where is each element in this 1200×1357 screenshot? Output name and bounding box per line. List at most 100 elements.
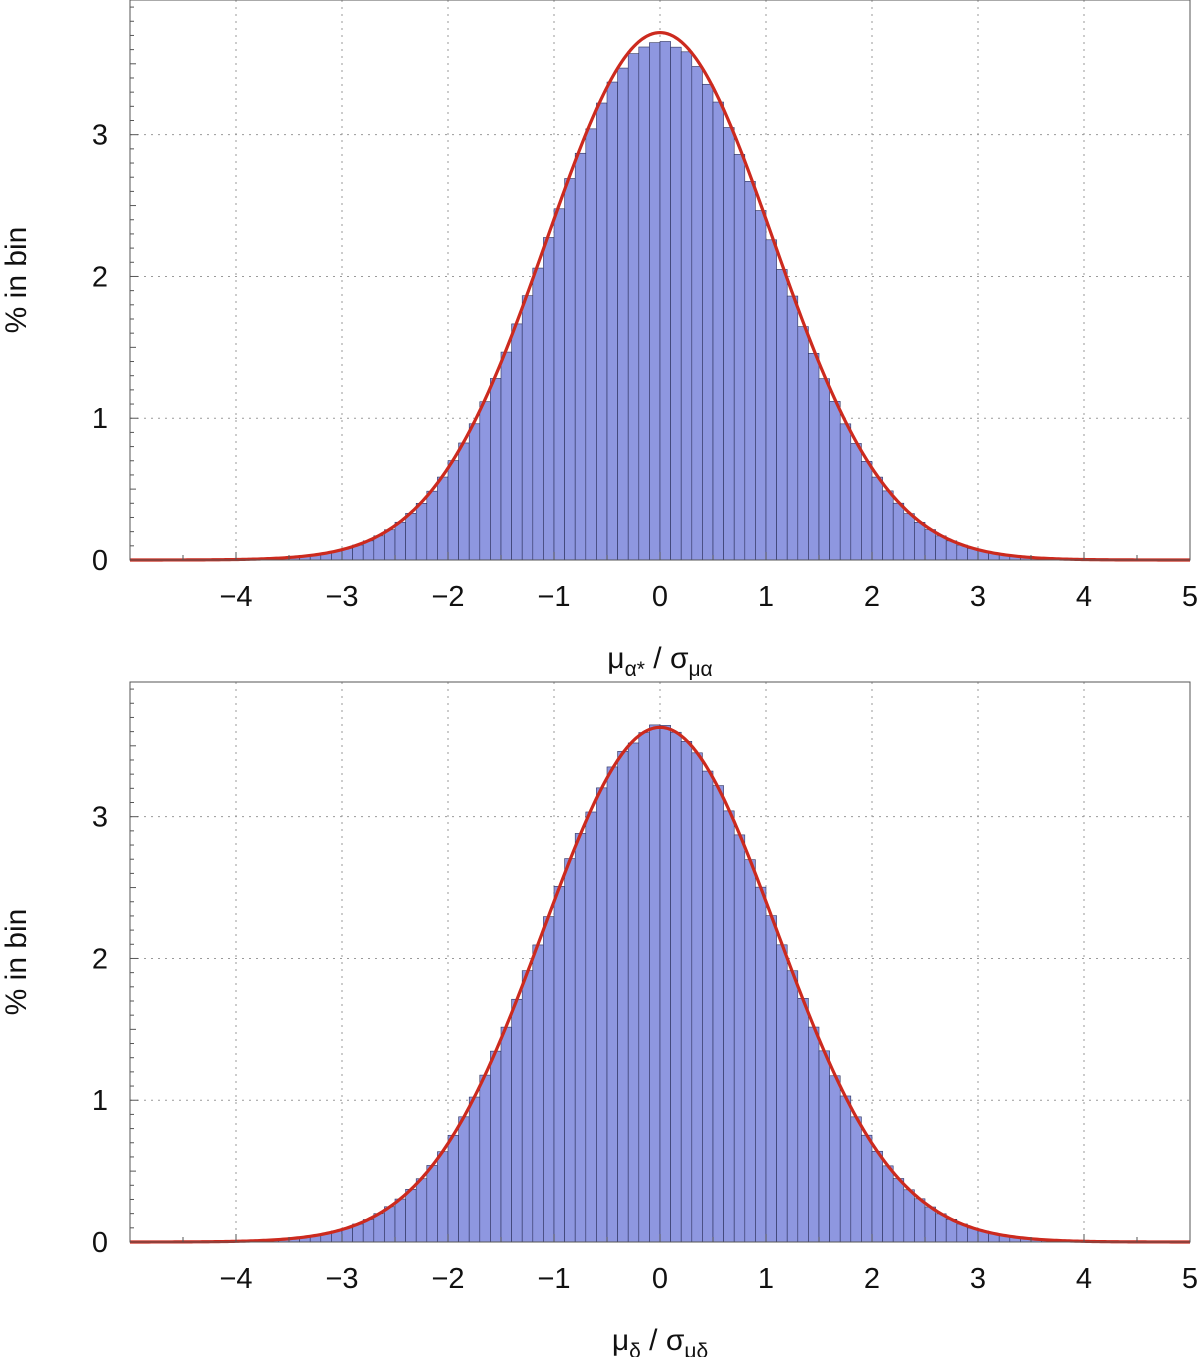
bottom-x-tick-label: 1 [758, 1263, 774, 1295]
top-hist-bar-67 [839, 423, 852, 561]
bottom-x-axis-label: μδ / σμδ [612, 1324, 708, 1357]
top-hist-bar-66 [829, 401, 841, 561]
bottom-y-tick-label: 1 [92, 1085, 108, 1117]
top-hist-bar-71 [882, 490, 894, 561]
bottom-y-tick-label: 0 [92, 1227, 108, 1259]
top-hist-bar-58 [744, 181, 756, 561]
top-axis-ticks [129, 6, 1191, 561]
top-hist-bar-29 [437, 476, 449, 561]
top-hist-bar-54 [702, 83, 714, 561]
bottom-y-tick-label: 2 [92, 943, 108, 975]
bottom-hist-bar-30 [447, 1134, 459, 1243]
top-hist-bar-43 [585, 128, 597, 561]
top-x-tick-label: 0 [652, 581, 668, 613]
top-hist-bar-37 [521, 295, 534, 561]
bottom-hist-bar-54 [702, 770, 714, 1243]
bottom-xlabel-separator: / [641, 1324, 666, 1357]
bottom-fit-curve-group [130, 725, 1190, 1244]
bottom-hist-bar-58 [744, 859, 756, 1243]
top-x-tick-label: 4 [1076, 581, 1092, 613]
top-hist-bar-31 [458, 442, 470, 561]
bottom-hist-bar-69 [861, 1134, 873, 1243]
bottom-hist-bar-70 [871, 1150, 883, 1243]
bottom-hist-bar-22 [362, 1219, 375, 1243]
bottom-hist-bar-52 [680, 741, 693, 1243]
top-hist-bar-69 [861, 461, 873, 561]
top-hist-bar-53 [691, 66, 703, 561]
bottom-x-tick-label: −4 [219, 1263, 252, 1295]
bottom-y-tick-labels: 0 1 2 3 [92, 802, 108, 1259]
bottom-hist-bar-62 [786, 970, 799, 1243]
bottom-xlabel-main-1: μ [612, 1324, 629, 1357]
bottom-hist-bar-36 [511, 998, 523, 1243]
top-fit-curve [130, 31, 1190, 562]
top-hist-bar-39 [543, 237, 555, 561]
bottom-hist-bar-47 [627, 742, 640, 1243]
top-x-axis-label: μα* / σμα [607, 642, 712, 681]
top-hist-bar-51 [670, 46, 682, 561]
top-hist-bar-60 [765, 239, 777, 561]
bottom-histogram [225, 724, 1095, 1243]
top-hist-bar-38 [532, 267, 544, 561]
bottom-hist-bar-49 [649, 724, 661, 1243]
bottom-hist-bar-33 [479, 1074, 491, 1243]
top-hist-bar-55 [712, 101, 724, 561]
bottom-hist-bar-25 [394, 1198, 406, 1243]
bottom-x-tick-labels: −4 −3 −2 −1 0 1 2 3 4 5 [219, 1263, 1198, 1295]
top-hist-bar-45 [606, 81, 618, 561]
bottom-xlabel-main-2: σ [666, 1324, 685, 1357]
top-hist-bar-76 [935, 535, 947, 561]
bottom-xlabel-sub-1: δ [629, 1340, 641, 1357]
top-x-tick-label: 1 [758, 581, 774, 613]
bottom-hist-bar-42 [574, 833, 587, 1243]
bottom-xlabel-sub-2: μδ [684, 1340, 708, 1357]
bottom-hist-bar-26 [405, 1189, 417, 1243]
bottom-x-tick-label: −1 [537, 1263, 570, 1295]
top-hist-bar-26 [405, 513, 417, 561]
bottom-hist-bar-32 [468, 1096, 481, 1243]
top-x-tick-label: −1 [537, 581, 570, 613]
top-hist-bar-42 [574, 152, 587, 561]
bottom-hist-bar-31 [458, 1116, 470, 1243]
top-hist-bar-41 [564, 178, 576, 561]
bottom-hist-bar-68 [850, 1116, 862, 1243]
bottom-hist-bar-43 [585, 811, 597, 1243]
top-hist-bar-57 [733, 154, 746, 561]
top-xlabel-main-2: σ [670, 642, 689, 675]
bottom-y-tick-label: 3 [92, 802, 108, 834]
bottom-hist-bar-64 [808, 1026, 820, 1243]
top-hist-bar-72 [892, 502, 905, 561]
bottom-hist-bar-23 [373, 1213, 385, 1243]
top-x-tick-labels: −4 −3 −2 −1 0 1 2 3 4 5 [219, 581, 1198, 613]
bottom-hist-bar-56 [723, 810, 735, 1243]
top-y-tick-labels: 0 1 2 3 [92, 120, 108, 577]
bottom-hist-bar-24 [384, 1206, 396, 1243]
top-hist-bar-73 [903, 513, 915, 561]
bottom-x-tick-label: 5 [1182, 1263, 1198, 1295]
top-hist-bar-32 [468, 423, 481, 561]
top-hist-bar-47 [627, 53, 640, 561]
bottom-hist-bar-73 [903, 1189, 915, 1243]
top-hist-bar-35 [500, 351, 512, 561]
top-hist-bar-74 [914, 522, 926, 561]
top-hist-bar-62 [786, 295, 799, 561]
bottom-hist-bar-65 [818, 1050, 830, 1243]
top-y-axis-label: % in bin [0, 227, 33, 334]
top-hist-bar-48 [638, 46, 650, 561]
top-hist-bar-24 [384, 529, 396, 561]
top-fit-curve-group [130, 31, 1190, 562]
top-hist-bar-61 [776, 269, 788, 561]
top-hist-bar-28 [426, 490, 438, 561]
top-x-tick-label: 2 [864, 581, 880, 613]
top-hist-bar-40 [553, 208, 565, 561]
bottom-x-tick-label: 2 [864, 1263, 880, 1295]
top-hist-bar-65 [818, 378, 830, 561]
bottom-hist-bar-45 [606, 766, 618, 1243]
top-hist-bar-34 [490, 378, 502, 561]
bottom-x-tick-label: −3 [325, 1263, 358, 1295]
bottom-hist-bar-28 [426, 1165, 438, 1243]
bottom-x-tick-label: 0 [652, 1263, 668, 1295]
top-hist-bar-33 [479, 401, 491, 561]
